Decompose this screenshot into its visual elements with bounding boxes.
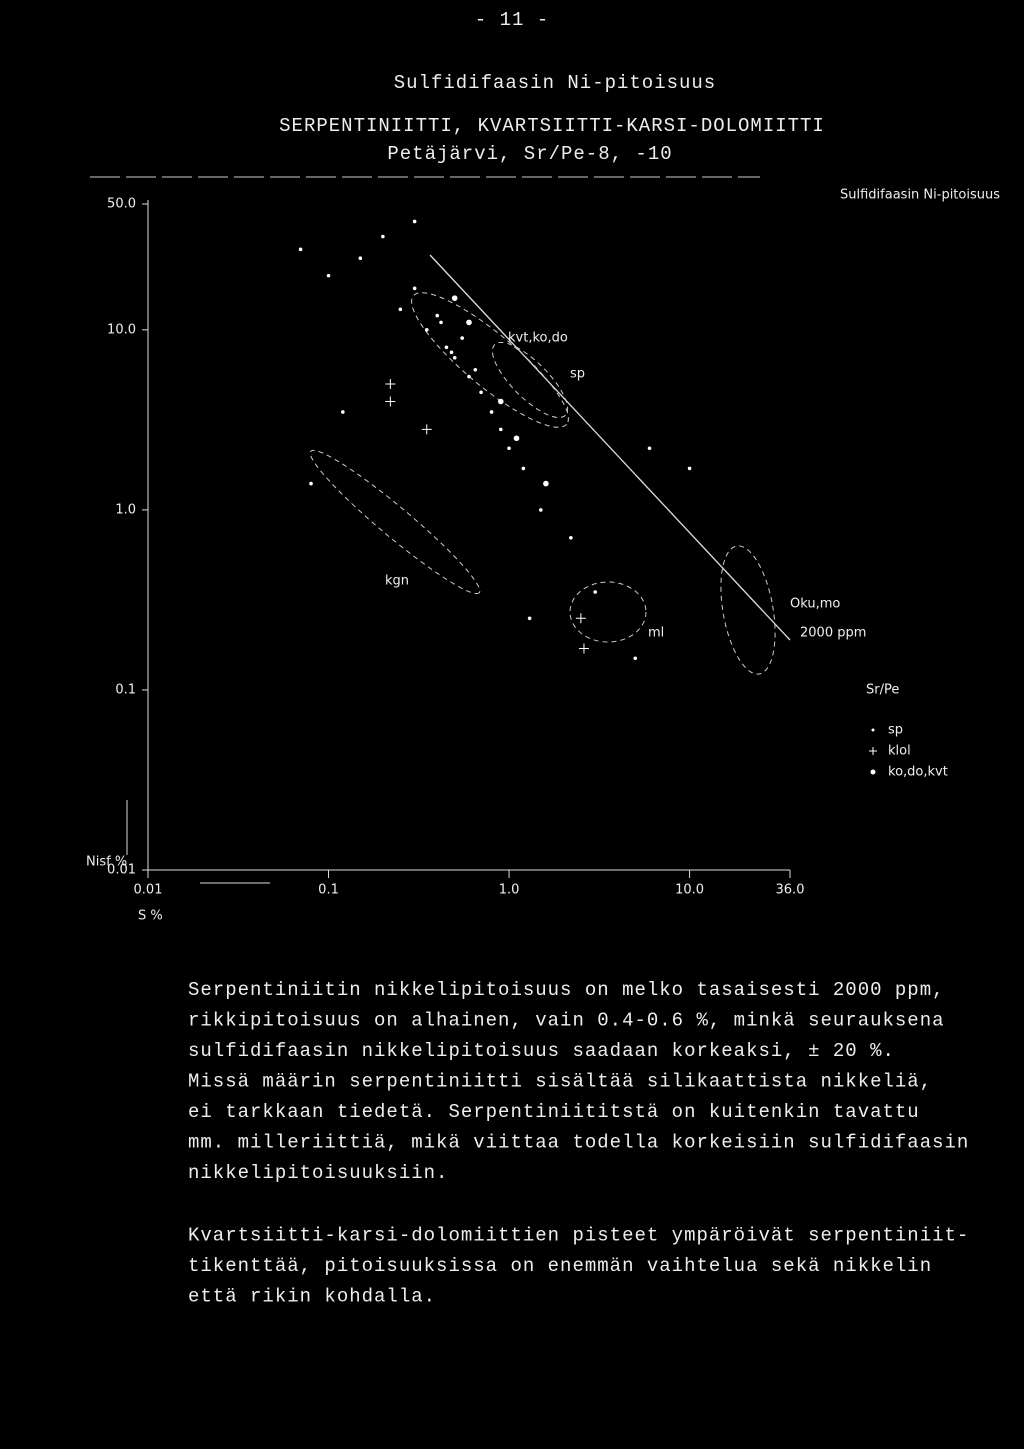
point — [385, 379, 396, 390]
point — [467, 374, 471, 379]
y-tick-label: 0.01 — [107, 863, 136, 878]
body-line: Missä määrin serpentiniitti sisältää sil… — [188, 1071, 932, 1093]
body-line: Serpentiniitin nikkelipitoisuus on melko… — [188, 979, 945, 1001]
body-line: mm. milleriittiä, mikä viittaa todella k… — [188, 1132, 969, 1154]
point — [527, 616, 532, 621]
annotation: 2000 ppm — [800, 626, 866, 641]
body-line: rikkipitoisuus on alhainen, vain 0.4-0.6… — [188, 1010, 945, 1032]
x-tick-label: 1.0 — [499, 883, 520, 898]
legend-label: klol — [888, 744, 911, 759]
point — [412, 286, 417, 291]
body-line: tikenttää, pitoisuuksissa on enemmän vai… — [188, 1255, 932, 1277]
point — [507, 446, 511, 451]
point — [381, 234, 385, 239]
annotation: Oku,mo — [790, 597, 840, 612]
point — [385, 396, 396, 407]
point — [543, 480, 549, 487]
x-tick-label: 10.0 — [675, 883, 704, 898]
body-line: nikkelipitoisuuksiin. — [188, 1162, 448, 1184]
corner-label: Sulfidifaasin Ni-pitoisuus — [840, 188, 1000, 203]
point — [435, 313, 440, 318]
point — [489, 410, 494, 414]
x-tick-label: 36.0 — [776, 883, 805, 898]
point — [398, 307, 403, 312]
point — [421, 424, 432, 435]
chart-subtitle: SERPENTINIITTI, KVARTSIITTI-KARSI-DOLOMI… — [279, 115, 825, 137]
annotation: ml — [648, 626, 664, 641]
point — [473, 367, 478, 372]
point — [452, 355, 457, 360]
point — [513, 435, 520, 442]
point — [298, 247, 303, 252]
point — [575, 613, 586, 624]
y-axis-label: Nisf % — [86, 855, 127, 870]
point — [309, 481, 313, 486]
x-axis-label: S % — [138, 909, 163, 924]
y-tick-label: 10.0 — [107, 322, 136, 337]
legend-symbol — [871, 728, 875, 732]
point — [449, 350, 454, 355]
point — [466, 319, 472, 326]
point — [498, 427, 503, 432]
x-tick-label: 0.01 — [134, 883, 163, 898]
annotation: kgn — [385, 574, 409, 589]
point — [593, 590, 597, 594]
point — [569, 535, 573, 540]
point — [424, 328, 429, 332]
point — [521, 466, 526, 471]
point — [341, 410, 345, 414]
y-tick-label: 50.0 — [107, 197, 136, 212]
point — [358, 256, 363, 261]
annotation: kvt,ko,do — [508, 331, 568, 346]
body-line: Kvartsiitti-karsi-dolomiittien pisteet y… — [188, 1225, 969, 1247]
legend-symbol — [869, 747, 877, 755]
legend-label: sp — [888, 723, 903, 738]
field-outlines — [309, 292, 776, 675]
legend-label: ko,do,kvt — [888, 765, 948, 780]
point — [539, 508, 543, 512]
body-line: ei tarkkaan tiedetä. Serpentiniititstä o… — [188, 1101, 920, 1123]
body-line: että rikin kohdalla. — [188, 1286, 436, 1308]
x-tick-label: 0.1 — [318, 883, 339, 898]
point — [412, 219, 417, 224]
point — [647, 446, 652, 451]
point — [451, 295, 458, 301]
point — [497, 398, 504, 405]
chart-title: Sulfidifaasin Ni-pitoisuus — [394, 72, 716, 94]
point — [460, 336, 464, 340]
body-line: sulfidifaasin nikkelipitoisuus saadaan k… — [188, 1040, 895, 1062]
chart-subtitle: Petäjärvi, Sr/Pe-8, -10 — [387, 143, 672, 165]
y-tick-label: 1.0 — [115, 502, 136, 517]
point — [326, 273, 331, 278]
point — [479, 390, 483, 395]
y-tick-label: 0.1 — [115, 682, 136, 697]
point — [439, 320, 443, 325]
legend-symbol — [870, 769, 876, 775]
point — [633, 656, 638, 661]
point — [687, 466, 692, 471]
point — [444, 345, 449, 350]
page-number: - 11 - — [475, 9, 549, 31]
legend-title: Sr/Pe — [866, 683, 899, 698]
reference-line — [429, 254, 791, 641]
point — [578, 643, 589, 654]
annotation: sp — [570, 367, 585, 382]
